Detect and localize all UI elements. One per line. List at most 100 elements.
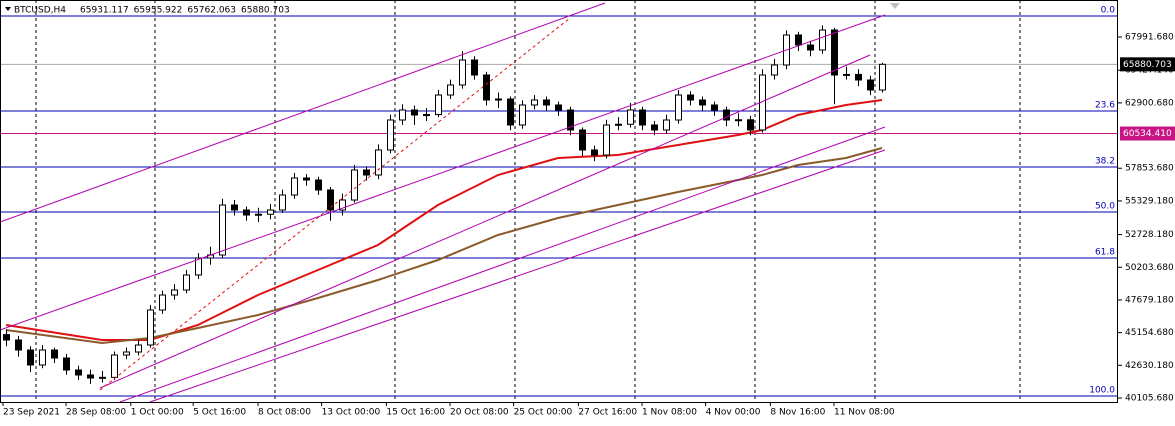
candle-body (519, 104, 526, 126)
candle-body (15, 339, 22, 351)
candle-body (195, 257, 202, 276)
candle-body (87, 374, 94, 379)
y-tick-label: 55329.180 (1125, 196, 1174, 206)
y-tick-label: 47679.180 (1125, 295, 1174, 305)
price-label-box (1120, 126, 1175, 141)
price-label: 65880.703 (1123, 60, 1172, 70)
y-tick-label: 42630.180 (1125, 361, 1174, 371)
candle-body (843, 73, 850, 76)
candle-body (459, 59, 466, 86)
chart-title: BTCUSD,H4 (14, 6, 66, 16)
candle-body (567, 109, 574, 131)
menu-arrow (5, 7, 11, 11)
candle-body (663, 119, 670, 131)
y-tick-label: 67991.680 (1125, 33, 1174, 43)
candle-body (219, 204, 226, 256)
price-label-box (1120, 57, 1175, 72)
candle-body (639, 109, 646, 126)
y-tick-label: 40105.680 (1125, 393, 1174, 403)
trend-line (99, 17, 571, 391)
candle-body (495, 98, 502, 101)
candle-body (111, 354, 118, 378)
x-tick-label: 25 Oct 00:00 (514, 408, 573, 418)
candle-body (279, 194, 286, 211)
candle-body (303, 177, 310, 181)
candle-body (75, 369, 82, 376)
candle-body (471, 59, 478, 76)
candle-body (99, 376, 106, 379)
candle-body (483, 74, 490, 101)
candle-body (699, 99, 706, 106)
candle-body (51, 349, 58, 359)
header-value: 65880.703 (241, 6, 290, 16)
candle-body (651, 124, 658, 131)
candle-body (363, 169, 370, 176)
candle-body (291, 177, 298, 196)
candle-body (819, 29, 826, 51)
candle-body (183, 274, 190, 291)
fib-label: 38.2 (1095, 157, 1115, 167)
candle-body (507, 98, 514, 126)
x-tick-label: 4 Nov 00:00 (706, 408, 761, 418)
candle-body (675, 94, 682, 121)
candle-body (375, 149, 382, 176)
candle-body (795, 34, 802, 46)
fib-label: 61.8 (1095, 247, 1115, 257)
candle-body (315, 179, 322, 191)
header-value: 65762.063 (187, 6, 236, 16)
candle-body (855, 73, 862, 81)
candle-body (267, 209, 274, 215)
channel-lines (0, 2, 886, 403)
shift-marker (890, 3, 900, 9)
x-tick-label: 23 Sep 2021 (3, 408, 60, 418)
candle-body (123, 351, 130, 356)
x-tick-label: 20 Oct 08:00 (450, 408, 509, 418)
fib-label: 0.0 (1101, 6, 1116, 16)
candle-body (615, 123, 622, 126)
candle-body (423, 114, 430, 117)
candle-body (399, 109, 406, 121)
candle-body (63, 357, 70, 371)
candle-body (339, 199, 346, 211)
x-tick-label: 8 Nov 16:00 (770, 408, 825, 418)
x-tick-label: 1 Nov 08:00 (642, 408, 697, 418)
fib-label: 50.0 (1095, 202, 1115, 212)
candle-body (627, 109, 634, 125)
candle-body (387, 119, 394, 151)
header-value: 65955.922 (134, 6, 183, 16)
x-tick-label: 13 Oct 00:00 (322, 408, 381, 418)
x-tick-label: 28 Sep 08:00 (66, 408, 126, 418)
candle-body (711, 104, 718, 111)
y-tick-label: 50203.680 (1125, 263, 1174, 273)
candle-body (723, 109, 730, 121)
x-tick-label: 15 Oct 16:00 (386, 408, 445, 418)
candle-body (231, 204, 238, 211)
candle-body (327, 189, 334, 211)
candle-body (447, 84, 454, 96)
y-tick-label: 52728.180 (1125, 230, 1174, 240)
candle-body (555, 104, 562, 111)
candle-body (543, 99, 550, 106)
candle-body (603, 124, 610, 156)
candle-body (351, 169, 358, 201)
x-tick-label: 1 Oct 00:00 (131, 408, 184, 418)
y-tick-label: 45154.680 (1125, 328, 1174, 338)
moving-average (5, 99, 883, 342)
candle-body (867, 79, 874, 91)
candle-body (3, 334, 10, 341)
header-value: 65931.117 (80, 6, 129, 16)
x-tick-label: 8 Oct 08:00 (258, 408, 311, 418)
candle-body (147, 309, 154, 346)
candle-body (531, 99, 538, 106)
candle-body (159, 294, 166, 311)
candle-body (135, 344, 142, 353)
candle-body (243, 209, 250, 216)
candle-body (435, 94, 442, 116)
candle-body (687, 94, 694, 101)
price-label: 60534.410 (1123, 129, 1172, 139)
y-tick-label: 57853.680 (1125, 164, 1174, 174)
x-tick-label: 5 Oct 16:00 (193, 408, 246, 418)
candle-body (735, 119, 742, 122)
candle-body (807, 44, 814, 51)
